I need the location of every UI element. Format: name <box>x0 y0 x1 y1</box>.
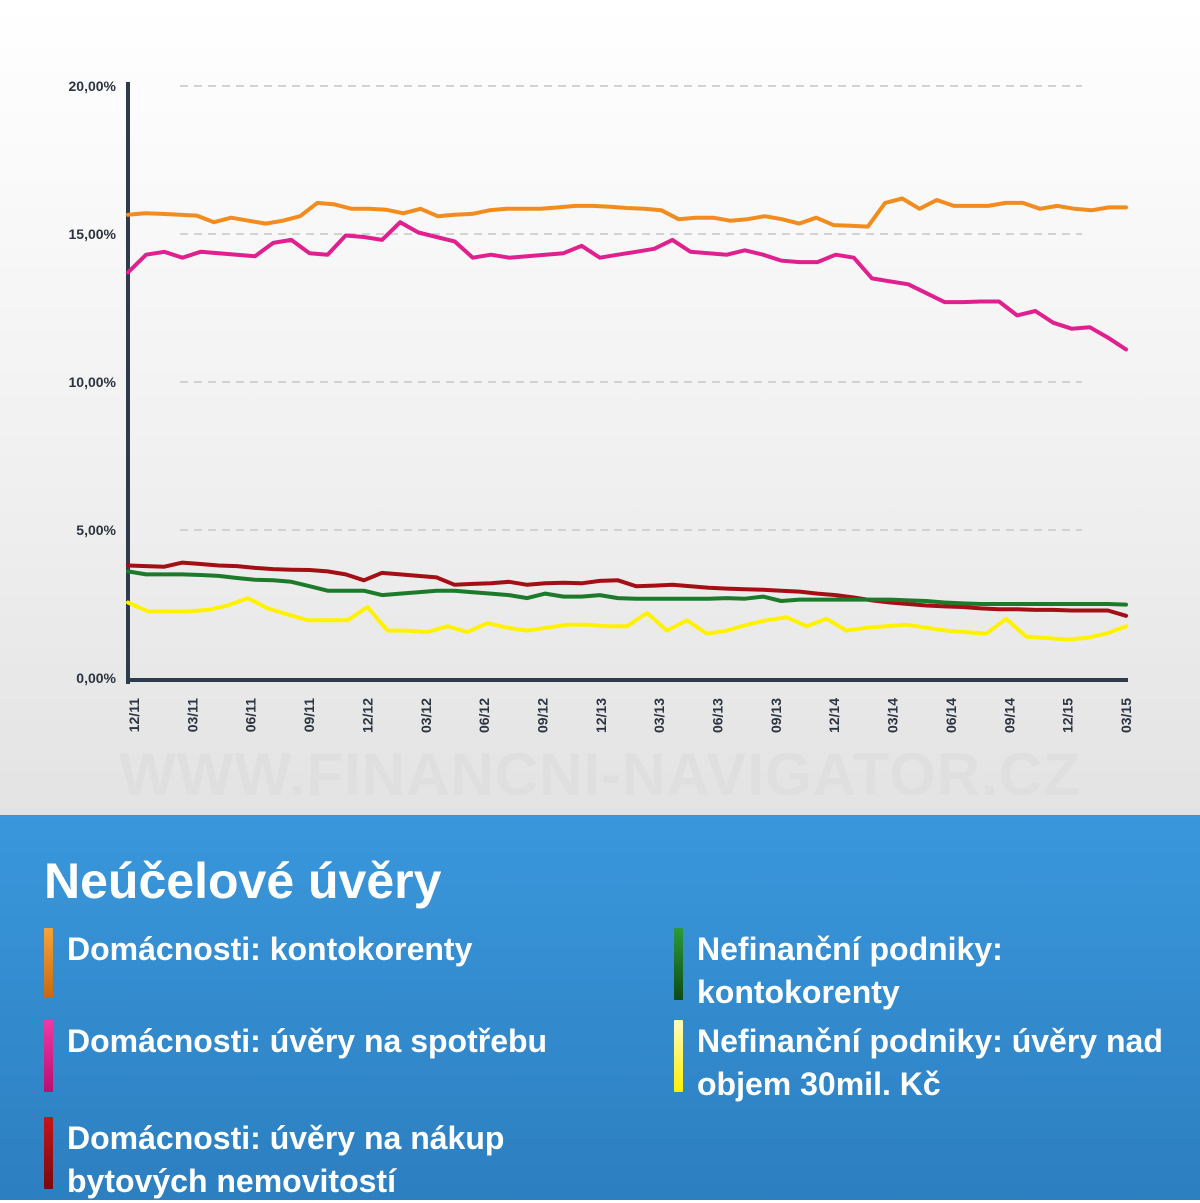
x-tick-label: 03/12 <box>418 698 434 733</box>
legend-swatch-green <box>674 928 683 1000</box>
legend-panel: Neúčelové úvěry Domácnosti: kontokorenty… <box>0 815 1200 1200</box>
y-tick-label: 5,00% <box>76 522 116 538</box>
x-tick-label: 06/11 <box>243 698 259 732</box>
x-tick-label: 06/13 <box>710 698 726 733</box>
legend-label: Domácnosti: úvěry na nákup bytových nemo… <box>67 1120 505 1199</box>
series-line-1 <box>126 196 1128 229</box>
x-tick-label: 12/12 <box>359 698 375 733</box>
x-tick-label: 03/11 <box>184 698 200 732</box>
chart-area: WWW.FINANCNI-NAVIGATOR.CZ 0,00% 5,00% 10,0… <box>0 0 1200 815</box>
series-line-2 <box>126 220 1128 352</box>
x-tick-label: 12/14 <box>826 698 842 733</box>
legend-swatch-yellow <box>674 1020 683 1092</box>
watermark: WWW.FINANCNI-NAVIGATOR.CZ <box>119 741 1081 808</box>
series-line-4 <box>126 569 1128 607</box>
x-tick-label: 09/12 <box>534 698 550 733</box>
legend-item-household-consumer-loans: Domácnosti: úvěry na spotřebu <box>44 1020 624 1092</box>
legend-item-household-overdrafts: Domácnosti: kontokorenty <box>44 928 604 998</box>
legend-label: Domácnosti: kontokorenty <box>67 931 473 967</box>
x-tick-label: 09/14 <box>1001 698 1017 733</box>
x-tick-label: 06/12 <box>476 698 492 733</box>
legend-item-corporate-large-loans: Nefinanční podniky: úvěry nad objem 30mi… <box>674 1020 1164 1106</box>
x-tick-label: 03/14 <box>885 698 901 733</box>
y-tick-label: 20,00% <box>69 78 117 94</box>
x-tick-label: 12/15 <box>1060 698 1076 733</box>
legend-item-corporate-overdrafts: Nefinanční podniky: kontokorenty <box>674 928 1144 1014</box>
x-tick-label: 03/15 <box>1118 698 1134 733</box>
x-tick-label: 12/11 <box>126 698 142 732</box>
legend-label: Domácnosti: úvěry na spotřebu <box>67 1023 548 1059</box>
series-line-3 <box>126 560 1128 618</box>
y-tick-label: 0,00% <box>76 670 116 686</box>
legend-label: Nefinanční podniky: úvěry nad objem 30mi… <box>697 1023 1163 1102</box>
chart-title: Neúčelové úvěry <box>44 853 442 909</box>
x-tick-label: 12/13 <box>593 698 609 733</box>
line-chart: 0,00% 5,00% 10,00% 15,00% 20,00% 12/11 03/11 06… <box>69 78 1134 733</box>
series-line-5 <box>126 596 1128 642</box>
y-tick-label: 15,00% <box>69 226 117 242</box>
legend-swatch-magenta <box>44 1020 53 1092</box>
x-tick-label: 03/13 <box>651 698 667 733</box>
legend-swatch-darkred <box>44 1117 53 1189</box>
x-tick-label: 09/11 <box>301 698 317 732</box>
legend-swatch-orange <box>44 928 53 998</box>
legend-item-household-mortgages: Domácnosti: úvěry na nákup bytových nemo… <box>44 1117 584 1203</box>
y-tick-label: 10,00% <box>69 374 117 390</box>
legend-label: Nefinanční podniky: kontokorenty <box>697 931 1003 1010</box>
x-tick-label: 06/14 <box>943 698 959 733</box>
x-tick-label: 09/13 <box>768 698 784 733</box>
